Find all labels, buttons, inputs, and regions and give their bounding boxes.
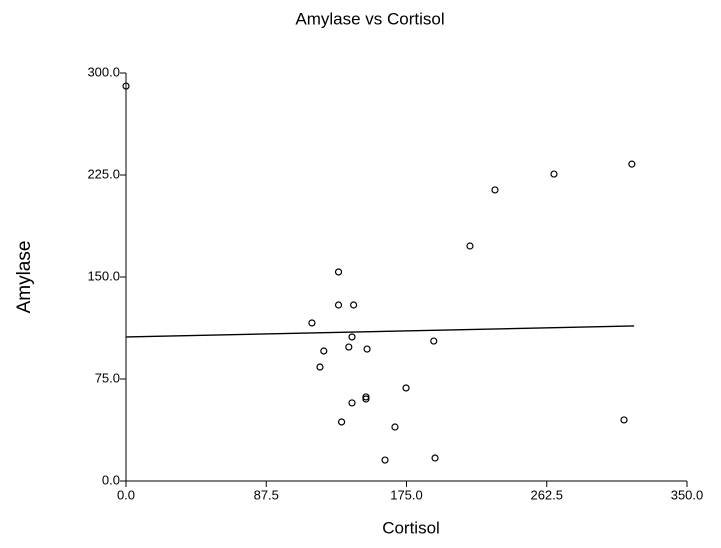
data-point <box>363 345 371 353</box>
y-tick-label: 150.0 <box>87 268 120 283</box>
x-tick-label: 262.5 <box>530 487 563 502</box>
y-tick-label: 75.0 <box>95 370 120 385</box>
data-point <box>337 418 346 426</box>
data-point <box>431 454 439 462</box>
y-tick-label: 0.0 <box>102 472 120 487</box>
data-point <box>362 395 370 403</box>
data-point <box>348 399 356 407</box>
y-axis-label: Amylase <box>14 241 35 314</box>
x-tick-label: 87.5 <box>254 487 279 502</box>
data-point <box>316 363 324 371</box>
data-point <box>122 82 130 90</box>
data-point <box>381 456 389 464</box>
data-point <box>550 170 558 178</box>
x-tick-label: 175.0 <box>390 487 423 502</box>
data-point <box>350 301 358 309</box>
y-tick-label: 225.0 <box>87 166 120 181</box>
data-point <box>491 186 499 194</box>
data-point <box>362 393 370 401</box>
chart-title: Amylase vs Cortisol <box>295 9 444 28</box>
data-point <box>334 301 343 309</box>
data-point <box>402 384 410 392</box>
data-point <box>334 268 343 276</box>
x-tick-label: 0.0 <box>117 487 135 502</box>
trend-line <box>125 325 635 338</box>
data-point <box>466 242 474 250</box>
data-point <box>391 423 399 431</box>
y-tick-label: 300.0 <box>87 64 120 79</box>
x-axis-label: Cortisol <box>382 518 440 537</box>
data-point <box>345 343 353 351</box>
x-tick-label: 350.0 <box>671 487 704 502</box>
data-point <box>628 160 636 168</box>
data-point <box>348 333 356 341</box>
data-point <box>620 416 628 424</box>
data-point <box>320 347 328 355</box>
data-point <box>430 337 438 345</box>
data-point <box>308 319 316 327</box>
